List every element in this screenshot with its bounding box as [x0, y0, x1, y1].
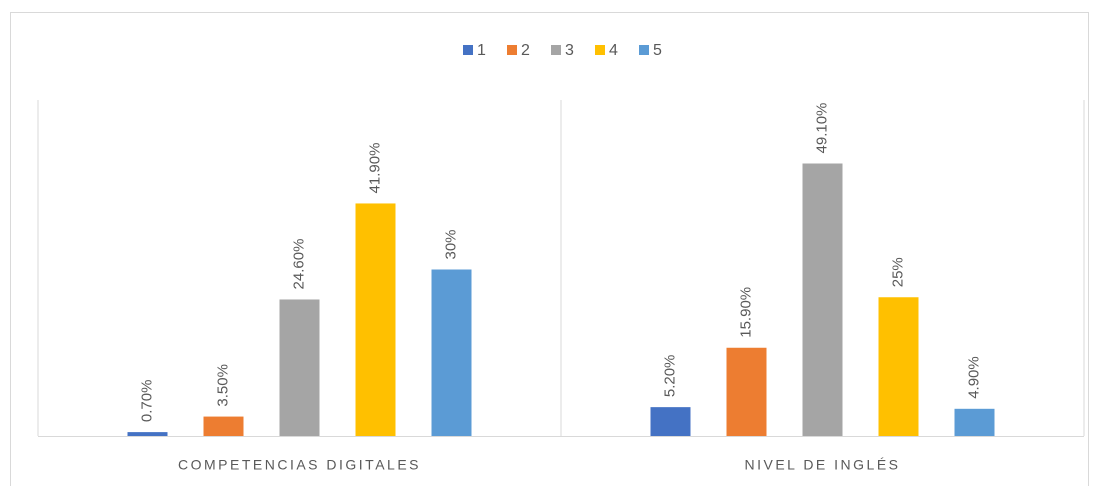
bar — [802, 163, 843, 436]
legend-label: 1 — [477, 42, 486, 59]
data-label: 4.90% — [965, 356, 982, 399]
legend-swatch — [551, 45, 561, 55]
legend-label: 4 — [609, 42, 618, 59]
legend-swatch — [463, 45, 473, 55]
data-label: 15.90% — [737, 287, 754, 338]
data-label: 0.70% — [138, 380, 155, 423]
legend-label: 2 — [521, 42, 530, 59]
data-label: 49.10% — [813, 103, 830, 154]
legend-label: 3 — [565, 42, 574, 59]
x-tick-label: COMPETENCIAS DIGITALES — [178, 457, 421, 473]
bar — [878, 297, 919, 436]
data-label: 5.20% — [661, 355, 678, 398]
bar — [726, 347, 767, 436]
bar — [431, 269, 472, 436]
data-label: 25% — [889, 257, 906, 287]
x-tick-label: NIVEL DE INGLÉS — [744, 457, 900, 473]
legend-label: 5 — [653, 42, 662, 59]
data-label: 24.60% — [290, 239, 307, 290]
bar — [954, 408, 995, 436]
bar — [279, 299, 320, 436]
bar — [355, 203, 396, 436]
legend-swatch — [507, 45, 517, 55]
data-label: 41.90% — [366, 143, 383, 194]
legend-swatch — [639, 45, 649, 55]
data-label: 30% — [442, 229, 459, 259]
data-label: 3.50% — [214, 364, 231, 407]
bar — [650, 407, 691, 436]
chart-frame — [10, 12, 1089, 486]
bar — [203, 416, 244, 436]
bar — [127, 432, 168, 436]
legend-swatch — [595, 45, 605, 55]
